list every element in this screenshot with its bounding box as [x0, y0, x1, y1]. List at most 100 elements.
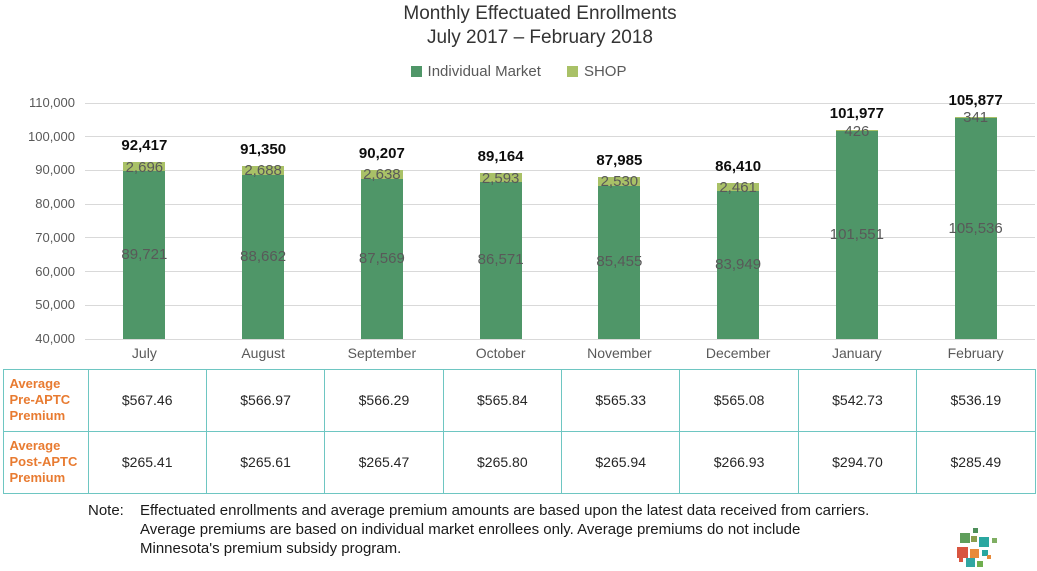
- y-axis-tick-label: 80,000: [35, 196, 75, 212]
- bar-total-label: 91,350: [240, 140, 287, 158]
- chart-title-line2: July 2017 – February 2018: [426, 27, 654, 48]
- x-axis-tick-label: February: [947, 345, 1004, 361]
- gridline: [85, 136, 1035, 138]
- chart-title: Monthly Effectuated Enrollments July 201…: [45, 2, 1035, 50]
- table-row-header: Average Pre-APTC Premium: [2, 368, 89, 432]
- bar-individual-market: [717, 190, 760, 339]
- bar-shop-label: 2,593: [481, 169, 520, 187]
- table-cell-premium-value: $565.33: [561, 368, 681, 432]
- bar-shop: [835, 130, 878, 132]
- table-cell-premium-value: $265.41: [87, 430, 207, 494]
- bar-individual-label: 89,721: [121, 246, 168, 264]
- table-cell-premium-value: $265.94: [561, 430, 681, 494]
- bar-shop: [598, 177, 641, 186]
- bar-shop-label: 2,696: [125, 158, 164, 176]
- chart-legend: Individual Market SHOP: [0, 63, 1037, 80]
- y-axis-tick-label: 50,000: [35, 297, 75, 313]
- bar-individual-market: [954, 118, 997, 339]
- table-cell-premium-value: $265.61: [205, 430, 326, 494]
- bar-total-label: 86,410: [715, 157, 762, 175]
- y-axis-tick-label: 100,000: [28, 128, 75, 144]
- bar-total-label: 101,977: [829, 105, 884, 123]
- bar-shop-label: 2,530: [600, 173, 639, 191]
- bar-shop: [242, 165, 285, 175]
- premium-table: Average Pre-APTC Premium $567.46 $566.97 $566…: [2, 368, 1036, 494]
- legend-item-individual-market: Individual Market: [410, 63, 541, 80]
- bar-individual-label: 85,455: [596, 253, 643, 271]
- y-axis-tick-label: 60,000: [35, 263, 75, 279]
- gridline: [85, 102, 1035, 104]
- note-line-1: Effectuated enrollments and average prem…: [140, 502, 870, 519]
- legend-label-individual-market: Individual Market: [427, 63, 541, 80]
- bar-individual-label: 86,571: [477, 251, 524, 269]
- note-label: Note:: [88, 502, 124, 519]
- logo-square: [959, 558, 963, 562]
- table-cell-premium-value: $266.93: [679, 430, 799, 494]
- bar-shop-label: 2,461: [719, 178, 757, 196]
- logo-square: [977, 561, 983, 567]
- x-axis-tick-label: August: [241, 345, 285, 361]
- bar-individual-market: [835, 131, 878, 339]
- bar-individual-label: 101,551: [829, 226, 884, 244]
- x-axis-tick-label: July: [131, 345, 157, 361]
- table-cell-premium-value: $265.47: [324, 430, 444, 494]
- table-cell-premium-value: $265.80: [442, 430, 562, 494]
- gridline: [85, 338, 1035, 340]
- table-cell-premium-value: $294.70: [797, 430, 918, 494]
- table-row-header: Average Post-APTC Premium: [2, 430, 89, 494]
- y-axis-tick-label: 70,000: [35, 229, 75, 245]
- legend-item-shop: SHOP: [566, 63, 627, 80]
- table-cell-premium-value: $565.84: [442, 368, 562, 432]
- y-axis-tick-label: 40,000: [35, 331, 75, 346]
- bar-individual-label: 88,662: [240, 247, 287, 265]
- bar-total-label: 87,985: [596, 152, 643, 170]
- bar-total-label: 89,164: [477, 148, 524, 166]
- table-cell-premium-value: $542.73: [797, 368, 918, 432]
- x-axis-tick-label: January: [831, 345, 882, 361]
- bar-total-label: 105,877: [948, 91, 1003, 109]
- logo-square: [966, 558, 975, 567]
- bar-shop: [123, 162, 166, 172]
- stacked-bar-chart: 40,000 50,000 60,000 70,000 80,000 90,000 100,…: [28, 91, 1035, 361]
- y-axis-tick-label: 90,000: [35, 162, 75, 178]
- logo-square: [992, 538, 997, 543]
- note-line-3: Minnesota's premium subsidy program.: [140, 540, 402, 557]
- legend-label-shop: SHOP: [583, 63, 627, 80]
- table-cell-premium-value: $566.29: [324, 368, 444, 432]
- bar-individual-label: 83,949: [715, 255, 762, 273]
- x-axis-tick-label: September: [347, 345, 417, 361]
- bar-shop-label: 2,688: [244, 162, 282, 180]
- table-cell-premium-value: $565.08: [679, 368, 799, 432]
- shop-swatch-icon: [566, 66, 578, 77]
- bar-individual-label: 105,536: [948, 219, 1003, 237]
- note-line-2: Average premiums are based on individual…: [140, 521, 801, 538]
- bar-shop: [360, 169, 403, 179]
- gridline: [85, 304, 1035, 306]
- bar-individual-market: [123, 171, 166, 339]
- bar-shop-label: 426: [844, 122, 870, 140]
- bar-shop: [954, 116, 997, 119]
- bar-individual-label: 87,569: [358, 249, 405, 267]
- gridline: [85, 169, 1035, 171]
- bar-individual-market: [479, 181, 522, 339]
- table-cell-premium-value: $536.19: [916, 368, 1036, 432]
- bar-shop: [717, 182, 760, 191]
- table-cell-premium-value: $567.46: [87, 368, 207, 432]
- x-axis-tick-label: November: [587, 345, 652, 361]
- chart-title-line1: Monthly Effectuated Enrollments: [403, 3, 677, 24]
- bar-shop-label: 2,638: [363, 166, 401, 184]
- bar-shop-label: 341: [963, 109, 989, 127]
- table-cell-premium-value: $566.97: [205, 368, 326, 432]
- y-axis-tick-label: 110,000: [28, 95, 75, 110]
- bar-shop: [479, 173, 522, 182]
- note-block: Note: Effectuated enrollments and averag…: [88, 501, 988, 558]
- bar-individual-market: [360, 178, 403, 339]
- gridline: [85, 237, 1035, 239]
- gridline: [85, 203, 1035, 205]
- note-text: Effectuated enrollments and average prem…: [140, 501, 869, 558]
- table-cell-premium-value: $285.49: [916, 430, 1036, 494]
- bar-individual-market: [598, 185, 641, 339]
- bar-total-label: 90,207: [358, 144, 405, 162]
- gridline: [85, 271, 1035, 273]
